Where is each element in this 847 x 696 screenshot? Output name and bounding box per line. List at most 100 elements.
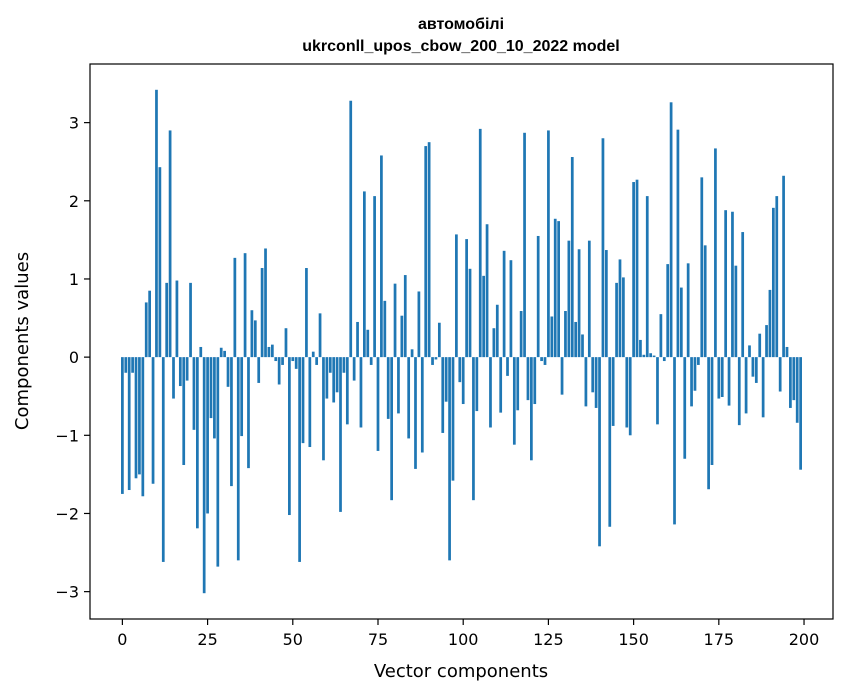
y-tick-label: 0 <box>69 348 79 367</box>
bar-33 <box>233 257 237 358</box>
bar-28 <box>216 357 220 567</box>
bar-10 <box>155 89 158 358</box>
bar-169 <box>697 357 700 365</box>
bar-0 <box>121 357 124 494</box>
bar-142 <box>604 250 608 358</box>
bar-41 <box>260 268 264 358</box>
bar-85 <box>410 349 414 358</box>
bar-124 <box>543 357 547 365</box>
bar-44 <box>270 344 274 358</box>
bar-20 <box>189 282 192 358</box>
bar-141 <box>601 138 605 358</box>
bar-77 <box>383 300 387 358</box>
bar-14 <box>168 130 172 358</box>
bar-138 <box>591 357 595 393</box>
bar-160 <box>666 264 670 358</box>
bar-3 <box>131 357 134 373</box>
x-tick-label: 75 <box>368 630 388 649</box>
bar-133 <box>574 321 578 358</box>
bar-145 <box>615 282 618 358</box>
bar-104 <box>475 357 479 412</box>
bar-156 <box>652 355 656 358</box>
bar-83 <box>403 275 407 358</box>
bar-164 <box>679 287 683 358</box>
bar-146 <box>618 259 622 358</box>
bar-196 <box>789 357 792 408</box>
bar-117 <box>519 311 523 358</box>
bar-189 <box>765 325 768 358</box>
bar-110 <box>495 304 499 358</box>
bar-61 <box>328 357 332 373</box>
bar-79 <box>390 357 393 501</box>
bar-177 <box>724 210 728 358</box>
bar-57 <box>315 357 319 365</box>
bar-65 <box>342 357 346 373</box>
bar-139 <box>594 357 598 408</box>
bar-171 <box>703 245 707 358</box>
bar-47 <box>281 357 284 365</box>
y-tick-label: −3 <box>55 583 79 602</box>
bar-140 <box>598 357 601 547</box>
bar-181 <box>737 357 741 426</box>
bar-2 <box>127 357 131 491</box>
bar-67 <box>349 100 353 358</box>
x-tick-label: 50 <box>283 630 303 649</box>
bar-17 <box>178 357 182 387</box>
bar-86 <box>414 357 417 469</box>
bar-12 <box>161 357 165 562</box>
bar-29 <box>219 347 223 358</box>
bar-178 <box>727 357 731 406</box>
bar-167 <box>690 357 693 407</box>
bar-9 <box>151 357 155 484</box>
bar-148 <box>625 357 629 428</box>
bar-115 <box>512 357 516 445</box>
bar-103 <box>472 357 475 501</box>
bar-161 <box>669 102 673 358</box>
bar-155 <box>649 353 653 358</box>
bar-147 <box>622 277 625 358</box>
bar-36 <box>243 253 247 358</box>
bar-32 <box>230 357 233 487</box>
bar-179 <box>731 211 734 358</box>
bar-31 <box>226 357 230 387</box>
bar-42 <box>264 248 267 358</box>
bar-121 <box>533 357 537 405</box>
bar-72 <box>366 329 370 358</box>
bar-159 <box>662 357 666 362</box>
bar-193 <box>778 357 782 392</box>
y-tick-label: 2 <box>69 192 79 211</box>
bar-135 <box>581 334 584 358</box>
bar-49 <box>288 357 291 516</box>
bar-182 <box>741 232 745 358</box>
bar-166 <box>686 263 690 358</box>
bar-53 <box>301 357 305 444</box>
bar-130 <box>564 311 567 358</box>
chart-title: автомобілі <box>418 16 504 33</box>
bar-105 <box>478 128 482 358</box>
bar-111 <box>499 357 503 413</box>
bar-94 <box>441 357 445 433</box>
bar-69 <box>356 321 359 358</box>
bar-59 <box>322 357 325 461</box>
bar-80 <box>393 283 397 358</box>
bar-185 <box>751 357 755 377</box>
bar-106 <box>482 275 486 358</box>
bar-4 <box>134 357 138 479</box>
bar-137 <box>587 240 591 358</box>
y-axis-ticks: −3 −2 −1 0 1 2 3 <box>55 114 90 602</box>
bar-134 <box>577 249 581 358</box>
bar-150 <box>632 182 635 358</box>
bar-113 <box>506 357 509 376</box>
bar-192 <box>775 196 779 358</box>
bar-23 <box>199 346 203 358</box>
bar-97 <box>451 357 455 481</box>
bar-92 <box>434 357 438 360</box>
bar-8 <box>148 290 152 358</box>
bar-26 <box>209 357 213 419</box>
bar-132 <box>570 157 574 358</box>
bar-11 <box>158 167 162 358</box>
bar-81 <box>397 357 400 414</box>
y-tick-label: −1 <box>55 426 79 445</box>
bar-194 <box>782 175 785 358</box>
